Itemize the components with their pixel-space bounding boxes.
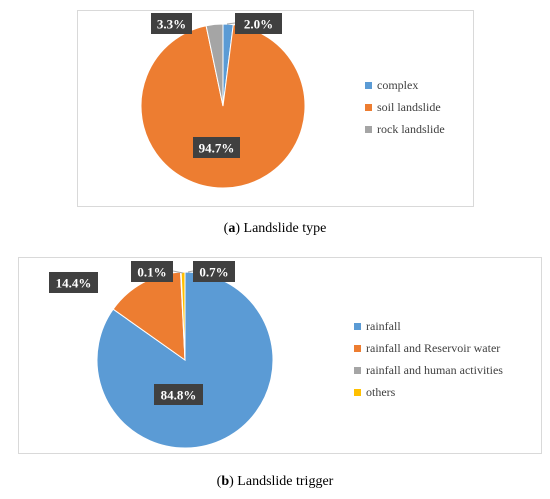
svg-text:0.7%: 0.7% bbox=[199, 265, 228, 280]
legend-b-label-2: rainfall and human activities bbox=[366, 362, 503, 377]
legend-b-swatch-2 bbox=[354, 366, 361, 374]
legend-b-label-3: others bbox=[366, 384, 396, 399]
legend-b-item-3: others bbox=[354, 381, 503, 403]
legend-b-item-0: rainfall bbox=[354, 315, 503, 337]
chart-b-frame: 84.8% 14.4% 0.1% 0.7% rainfall rainfall and … bbox=[18, 257, 542, 454]
svg-text:0.1%: 0.1% bbox=[137, 265, 166, 280]
caption-b-tag: b bbox=[221, 474, 230, 489]
legend-a-label-2: rock landslide bbox=[377, 121, 445, 136]
svg-text:14.4%: 14.4% bbox=[56, 276, 92, 291]
svg-text:3.3%: 3.3% bbox=[157, 17, 186, 32]
legend-a: complex soil landslide rock landslide bbox=[365, 74, 445, 140]
pie-b-data-label-2: 0.1% bbox=[131, 261, 173, 282]
svg-text:94.7%: 94.7% bbox=[199, 141, 235, 156]
legend-a-item-1: soil landslide bbox=[365, 96, 445, 118]
caption-b-text: Landslide trigger bbox=[237, 474, 334, 489]
pie-chart-a: 2.0% 94.7% 3.3% bbox=[140, 13, 306, 189]
legend-a-swatch-2 bbox=[365, 125, 372, 133]
pie-b-leader-2 bbox=[172, 270, 184, 274]
chart-a-frame: 2.0% 94.7% 3.3% complex soil landslide rock … bbox=[77, 10, 474, 207]
svg-text:84.8%: 84.8% bbox=[161, 388, 197, 403]
svg-text:2.0%: 2.0% bbox=[244, 17, 273, 32]
legend-a-label-1: soil landslide bbox=[377, 99, 441, 114]
caption-a-text: Landslide type bbox=[243, 221, 327, 236]
legend-a-item-0: complex bbox=[365, 74, 445, 96]
legend-b-swatch-1 bbox=[354, 344, 361, 352]
pie-b-data-label-0: 84.8% bbox=[154, 384, 203, 405]
pie-a-data-label-1: 94.7% bbox=[193, 137, 240, 158]
legend-b-label-1: rainfall and Reservoir water bbox=[366, 340, 501, 355]
legend-b-label-0: rainfall bbox=[366, 318, 401, 333]
legend-a-swatch-0 bbox=[365, 81, 372, 89]
caption-a: (a) Landslide type bbox=[223, 221, 327, 236]
pie-b-data-label-3: 0.7% bbox=[193, 261, 235, 282]
pie-a-slice-1 bbox=[140, 24, 306, 189]
legend-a-label-0: complex bbox=[377, 77, 419, 92]
pie-b-slice-1 bbox=[112, 271, 186, 362]
legend-b-item-1: rainfall and Reservoir water bbox=[354, 337, 503, 359]
pie-a-leader-0 bbox=[226, 22, 236, 25]
legend-b-swatch-0 bbox=[354, 322, 361, 330]
pie-a-data-label-0: 2.0% bbox=[235, 13, 282, 34]
legend-b-swatch-3 bbox=[354, 388, 361, 396]
legend-b: rainfall rainfall and Reservoir water rain… bbox=[354, 315, 503, 403]
pie-b-slice-0 bbox=[96, 271, 274, 449]
caption-b: (b) Landslide trigger bbox=[216, 474, 334, 489]
pie-chart-b: 84.8% 14.4% 0.1% 0.7% bbox=[49, 261, 274, 449]
pie-b-slice-3 bbox=[180, 271, 186, 361]
legend-b-item-2: rainfall and human activities bbox=[354, 359, 503, 381]
legend-a-item-2: rock landslide bbox=[365, 118, 445, 140]
legend-a-swatch-1 bbox=[365, 103, 372, 111]
pie-a-data-label-2: 3.3% bbox=[151, 13, 192, 34]
pie-b-data-label-1: 14.4% bbox=[49, 272, 98, 293]
pie-b-leader-3 bbox=[187, 270, 194, 273]
pie-a-slice-2 bbox=[205, 23, 224, 107]
caption-a-tag: a bbox=[228, 221, 236, 236]
